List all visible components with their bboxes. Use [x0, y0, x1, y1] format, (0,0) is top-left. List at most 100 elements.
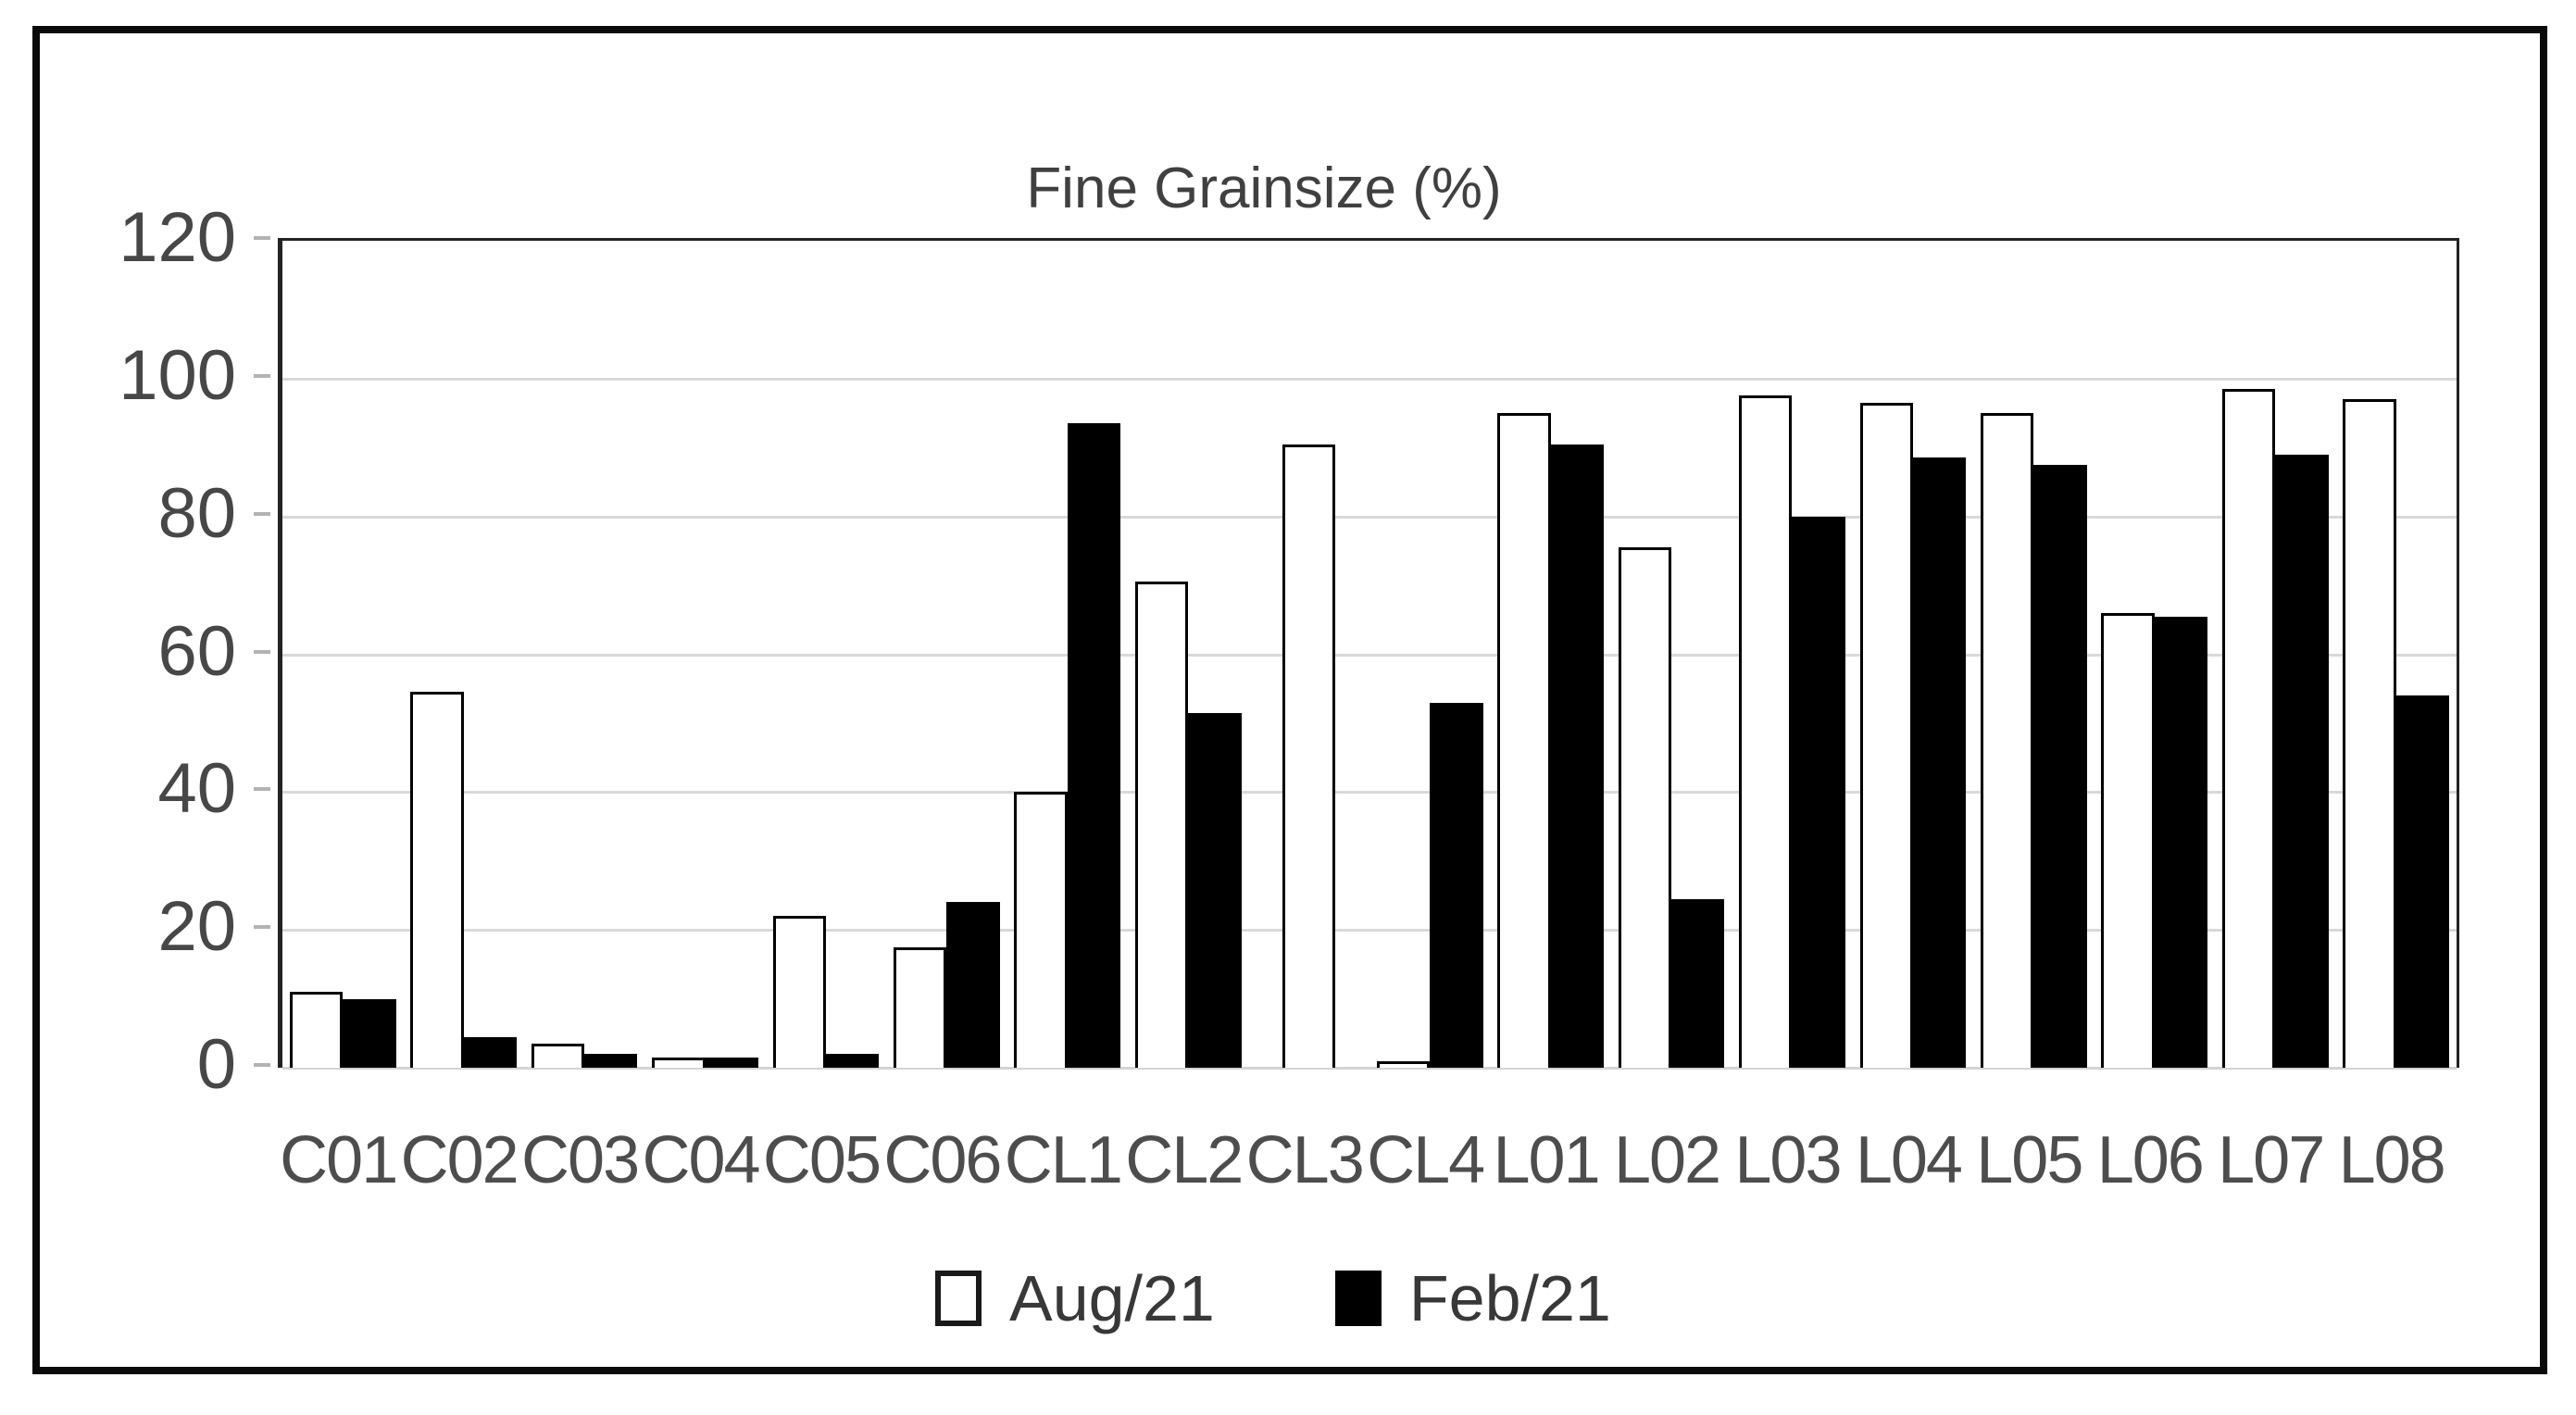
bar-Aug-21-CL4	[1376, 1060, 1431, 1068]
x-tick-label-CL3: CL3	[1245, 1123, 1365, 1197]
bar-group-C04	[644, 241, 765, 1068]
y-tick-label-60: 60	[157, 611, 236, 691]
x-tick-label-C03: C03	[521, 1123, 640, 1197]
bar-Feb-21-L06	[2154, 616, 2208, 1068]
bar-group-C05	[766, 241, 886, 1068]
bars-layer	[282, 241, 2457, 1068]
bar-group-CL2	[1128, 241, 1248, 1068]
y-tick-label-40: 40	[157, 749, 236, 829]
bar-Feb-21-CL1	[1067, 423, 1121, 1068]
bar-Feb-21-L08	[2395, 695, 2450, 1068]
bar-group-L08	[2335, 241, 2456, 1068]
bar-group-L02	[1611, 241, 1732, 1068]
bar-Feb-21-C06	[946, 902, 1000, 1068]
bar-group-L05	[1973, 241, 2094, 1068]
x-tick-label-C02: C02	[400, 1123, 519, 1197]
bar-group-CL3	[1249, 241, 1369, 1068]
x-tick-label-L07: L07	[2218, 1123, 2325, 1197]
bar-Feb-21-L02	[1671, 898, 1725, 1068]
bar-Aug-21-L05	[1980, 413, 2034, 1068]
y-axis-labels: 0 20 40 60 80 100 120	[37, 198, 236, 1104]
x-tick-label-L01: L01	[1493, 1123, 1601, 1197]
gridline-80	[282, 515, 2457, 519]
y-tick-mark-0	[254, 1063, 270, 1067]
y-axis-ticks	[254, 236, 270, 1067]
bar-group-C03	[524, 241, 644, 1068]
bar-Feb-21-C05	[825, 1054, 880, 1068]
y-tick-label-0: 0	[196, 1025, 236, 1104]
bar-group-L04	[1853, 241, 1973, 1068]
x-tick-label-CL1: CL1	[1004, 1123, 1123, 1197]
bar-Feb-21-C03	[584, 1054, 638, 1068]
bar-group-C01	[282, 241, 403, 1068]
bar-Aug-21-C06	[894, 946, 947, 1068]
x-tick-label-L06: L06	[2096, 1123, 2205, 1197]
bar-group-CL4	[1369, 241, 1490, 1068]
x-tick-label-C04: C04	[642, 1123, 760, 1197]
bar-Aug-21-CL2	[1134, 582, 1189, 1068]
bar-Aug-21-C05	[772, 916, 826, 1068]
bar-Feb-21-L01	[1550, 444, 1604, 1068]
x-tick-label-CL2: CL2	[1125, 1123, 1244, 1197]
y-tick-label-80: 80	[157, 473, 236, 553]
x-axis-labels: C01 C02 C03 C04 C05 C06 CL1 CL2 CL3 CL4 L01 L02 L03 L…	[278, 1122, 2452, 1198]
legend-swatch-feb-icon	[1334, 1271, 1382, 1326]
legend-label-aug: Aug/21	[1009, 1262, 1215, 1334]
x-tick-label-C06: C06	[883, 1123, 1002, 1197]
bar-Feb-21-L05	[2033, 464, 2087, 1068]
bar-Aug-21-C01	[289, 992, 344, 1068]
x-tick-label-L02: L02	[1613, 1123, 1721, 1197]
bar-Aug-21-L06	[2101, 612, 2155, 1068]
bar-group-C06	[886, 241, 1007, 1068]
legend-item-feb: Feb/21	[1334, 1261, 1611, 1335]
y-tick-mark-80	[254, 511, 270, 516]
bar-Feb-21-CL4	[1430, 702, 1483, 1068]
gridline-20	[282, 929, 2457, 933]
x-tick-label-C05: C05	[762, 1123, 882, 1197]
bar-Aug-21-CL1	[1014, 792, 1068, 1068]
bar-Aug-21-L03	[1739, 395, 1793, 1068]
y-tick-mark-20	[254, 925, 270, 930]
y-tick-label-100: 100	[119, 335, 236, 415]
bar-Feb-21-L03	[1792, 516, 1845, 1068]
bar-Aug-21-L02	[1618, 547, 1672, 1068]
bar-Aug-21-L08	[2343, 399, 2396, 1068]
x-axis-line	[282, 1067, 2457, 1070]
bar-Aug-21-C02	[410, 692, 464, 1068]
plot-area	[278, 238, 2459, 1070]
bar-group-CL1	[1007, 241, 1128, 1068]
legend: Aug/21 Feb/21	[935, 1261, 1611, 1335]
x-tick-label-CL4: CL4	[1367, 1123, 1485, 1197]
y-tick-mark-60	[254, 649, 270, 654]
chart-title: Fine Grainsize (%)	[1026, 157, 1502, 220]
x-tick-label-L03: L03	[1734, 1123, 1842, 1197]
y-tick-mark-120	[254, 236, 270, 240]
bar-group-C02	[403, 241, 523, 1068]
legend-item-aug: Aug/21	[935, 1261, 1215, 1335]
x-tick-label-C01: C01	[280, 1123, 398, 1197]
bar-group-L03	[1732, 241, 1852, 1068]
x-tick-label-L04: L04	[1855, 1123, 1963, 1197]
y-tick-label-20: 20	[157, 887, 236, 967]
y-tick-label-120: 120	[119, 198, 236, 277]
bar-Aug-21-L01	[1497, 413, 1551, 1068]
bar-Feb-21-L07	[2275, 454, 2329, 1068]
legend-label-feb: Feb/21	[1408, 1262, 1611, 1334]
bar-Feb-21-CL2	[1188, 712, 1242, 1068]
gridline-60	[282, 653, 2457, 657]
y-tick-mark-40	[254, 787, 270, 792]
bar-Aug-21-L07	[2221, 389, 2276, 1068]
x-tick-label-L08: L08	[2338, 1123, 2446, 1197]
bar-group-L01	[1490, 241, 1610, 1068]
bar-Feb-21-C02	[463, 1036, 518, 1068]
bar-group-L07	[2215, 241, 2335, 1068]
legend-swatch-aug-icon	[935, 1271, 982, 1326]
x-tick-label-L05: L05	[1976, 1123, 2083, 1197]
bar-Feb-21-L04	[1912, 457, 1967, 1068]
bar-Aug-21-C04	[652, 1057, 706, 1068]
bar-Aug-21-CL3	[1282, 444, 1336, 1068]
bar-Feb-21-C01	[343, 998, 396, 1068]
bar-Feb-21-C04	[705, 1057, 758, 1068]
y-tick-mark-100	[254, 373, 270, 378]
gridline-100	[282, 377, 2457, 381]
